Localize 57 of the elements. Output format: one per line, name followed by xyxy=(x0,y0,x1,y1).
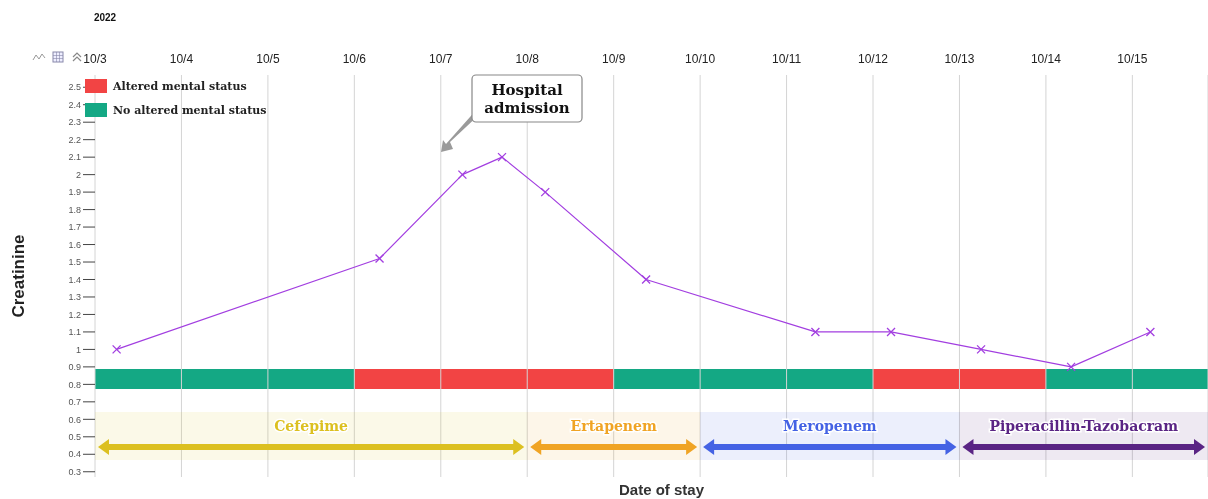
x-tick-label: 10/15 xyxy=(1117,52,1148,66)
point xyxy=(111,344,122,355)
point xyxy=(886,327,896,337)
band-label: Cefepime xyxy=(274,418,349,434)
y-tick-label: 1.4 xyxy=(68,274,81,285)
y-tick-label: 2.5 xyxy=(68,82,81,93)
x-tick-label: 10/14 xyxy=(1030,52,1062,66)
y-tick-label: 1.6 xyxy=(68,239,81,250)
y-tick-label: 2.3 xyxy=(68,117,81,128)
annotation: Hospital admission xyxy=(484,81,570,117)
x-tick-label: 10/11 xyxy=(772,52,802,66)
legend-label: Altered mental status xyxy=(112,80,247,93)
point xyxy=(1066,362,1076,372)
y-tick-label: 1 xyxy=(75,344,81,355)
y-tick-label: 1.3 xyxy=(68,292,81,303)
point xyxy=(810,327,821,337)
y-tick-label: 1.1 xyxy=(68,327,81,338)
y-tick-label: 0.3 xyxy=(68,466,81,477)
y-tick-label: 0.7 xyxy=(68,397,81,408)
point xyxy=(976,344,986,355)
x-tick-label: 10/3 xyxy=(83,52,107,66)
y-tick-label: 1.2 xyxy=(68,309,81,320)
point xyxy=(641,274,651,285)
x-tick-label: 10/5 xyxy=(256,52,280,66)
x-tick-label: 10/6 xyxy=(342,52,367,66)
y-tick-label: 0.9 xyxy=(68,362,81,373)
y-tick-label: 2.4 xyxy=(68,99,81,110)
y-tick-label: 0.6 xyxy=(68,414,81,425)
point xyxy=(374,253,385,264)
band-label: Meropenem xyxy=(782,418,877,434)
point xyxy=(540,187,550,197)
y-tick-label: 1.7 xyxy=(68,222,81,233)
y-tick-label: 1.5 xyxy=(68,257,81,268)
legend-label: No altered mental status xyxy=(113,104,267,117)
y-axis-title: Creatinine xyxy=(9,234,28,318)
x-tick-label: 10/8 xyxy=(515,52,540,66)
band-label: Ertapenem xyxy=(570,418,657,434)
y-tick-label: 0.4 xyxy=(68,449,81,460)
y-tick-label: 0.5 xyxy=(68,431,81,442)
x-tick-label: 10/4 xyxy=(169,52,194,66)
x-axis-title: Date of stay xyxy=(618,481,705,498)
point xyxy=(1145,327,1156,337)
x-tick-label: 10/9 xyxy=(602,52,626,66)
band-label: Piperacillin-Tazobacram xyxy=(989,418,1179,434)
y-tick-label: 2.1 xyxy=(68,152,81,163)
point xyxy=(457,169,468,180)
y-tick-label: 1.8 xyxy=(68,204,81,215)
text: 2022 xyxy=(93,12,117,23)
point xyxy=(497,152,507,162)
x-tick-label: 10/12 xyxy=(858,52,889,66)
x-tick-label: 10/13 xyxy=(944,52,975,66)
x-tick-label: 10/10 xyxy=(685,52,716,66)
y-tick-label: 1.9 xyxy=(68,187,81,198)
x-tick-label: 10/7 xyxy=(429,52,453,66)
y-tick-label: 2.2 xyxy=(68,134,81,145)
y-tick-label: 2 xyxy=(75,169,81,180)
y-tick-label: 0.8 xyxy=(68,379,81,390)
